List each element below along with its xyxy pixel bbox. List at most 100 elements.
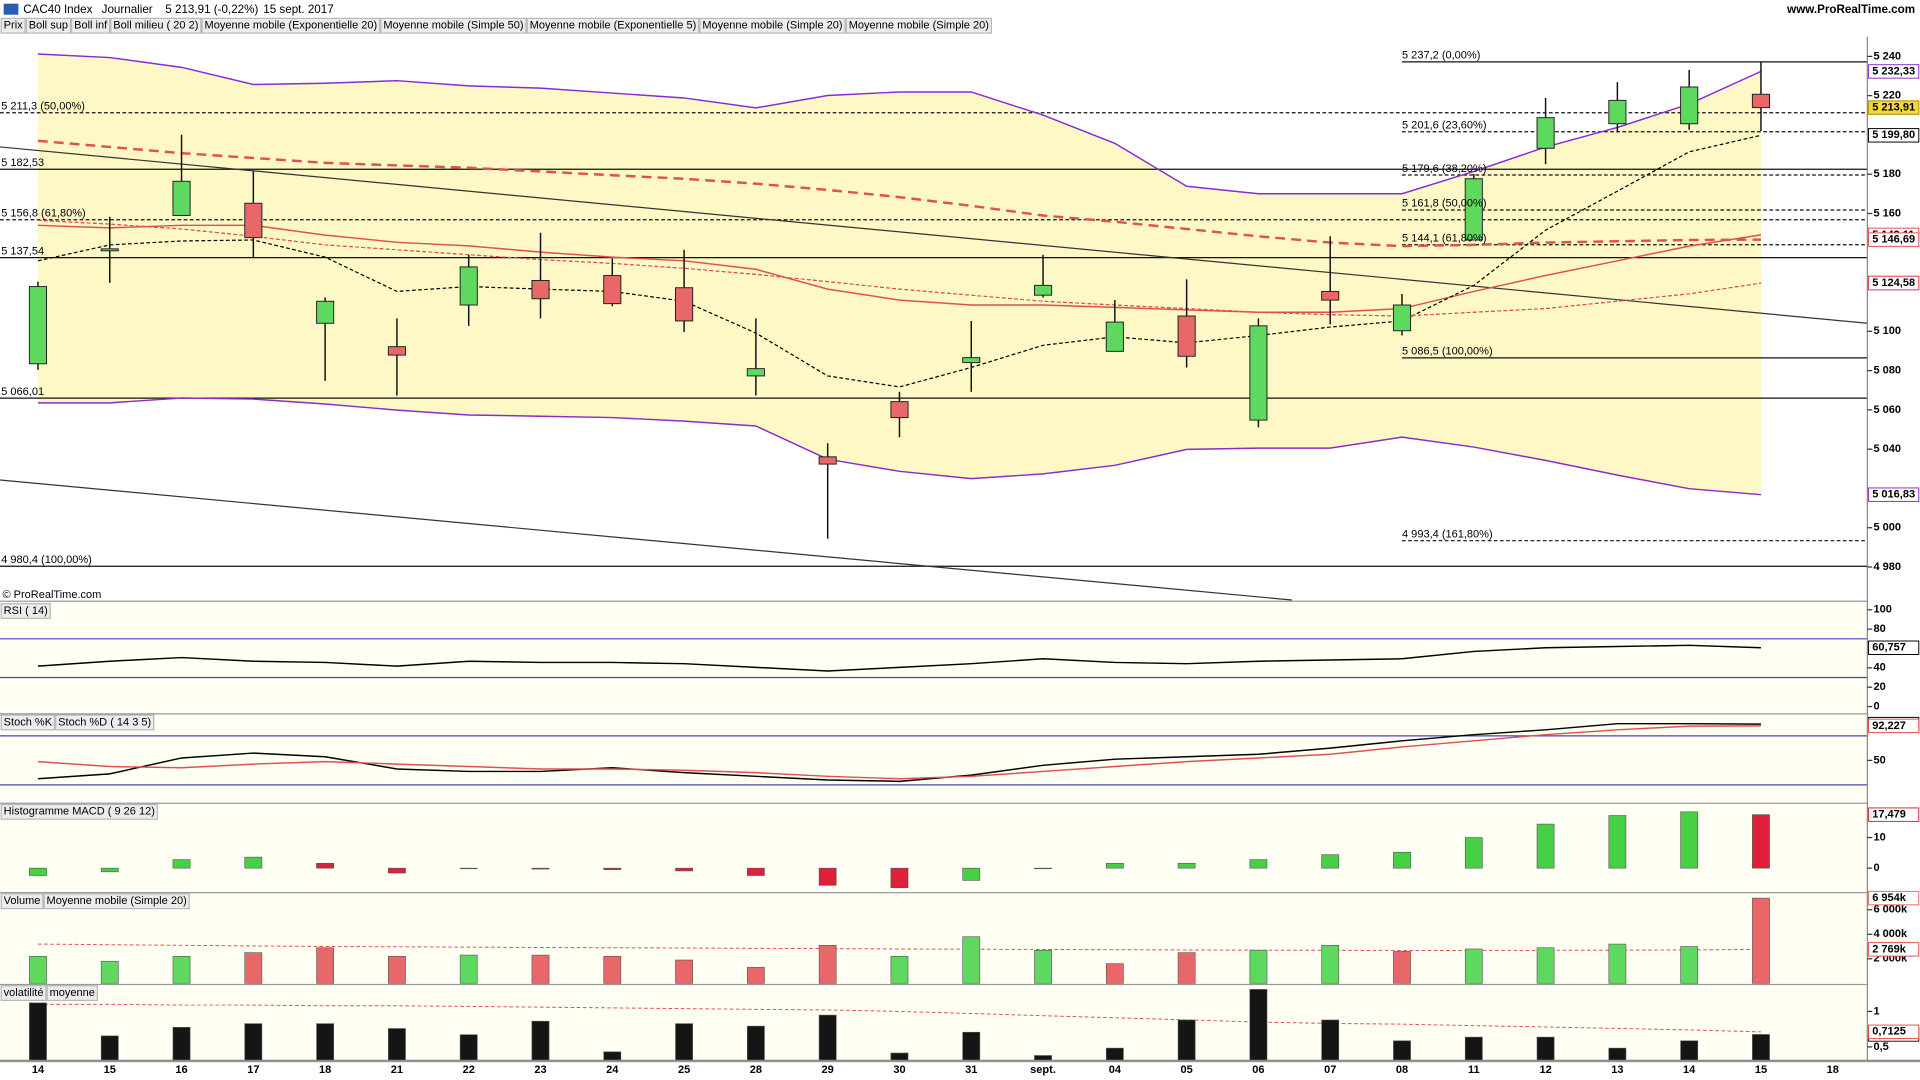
candle-body	[1033, 284, 1053, 296]
trend-line	[0, 146, 1868, 324]
candle-body	[1751, 93, 1771, 109]
bar	[100, 867, 119, 873]
last-value-label: 5 124,58	[1872, 277, 1915, 289]
legend-item: volatilité	[4, 987, 44, 999]
close-box	[1867, 100, 1920, 115]
bar	[172, 859, 191, 869]
y-tick-label: 5 040	[1873, 443, 1901, 455]
bar	[1034, 1055, 1052, 1061]
quote: 5 213,91 (-0,22%)	[165, 3, 258, 16]
series-line	[37, 53, 1762, 195]
last-value-box	[1868, 64, 1920, 79]
last-value-label: 5 146,69	[1872, 234, 1915, 246]
bar	[1608, 1047, 1627, 1061]
legend-box	[43, 893, 190, 910]
bar	[1034, 867, 1052, 870]
y-tick-label: 4 000k	[1873, 928, 1908, 940]
bar	[1680, 811, 1699, 869]
label-layer: 4 980 5 000 5 040 5 060 5 080 5 100 5 160 5 180…	[0, 17, 1920, 1076]
legend-box	[380, 17, 527, 34]
series-line	[37, 139, 1761, 248]
series-line	[37, 725, 1761, 780]
bar	[29, 956, 47, 984]
bar	[459, 1034, 478, 1061]
y-tick-label: 1	[1873, 1005, 1879, 1017]
bar	[1105, 1047, 1124, 1061]
legend-box	[46, 985, 98, 1002]
fibonacci-label: 5 161,8 (50,00%)	[1402, 198, 1487, 210]
legend-item: RSI ( 14)	[4, 605, 48, 617]
bar	[1464, 948, 1483, 984]
candle-body	[1680, 86, 1699, 125]
trend-lines	[0, 146, 1868, 601]
axis-layer	[0, 36, 1920, 1062]
x-tick-label: 15	[1755, 1064, 1767, 1076]
header: CAC40 Index Journalier 5 213,91 (-0,22%)…	[0, 0, 1920, 18]
bar	[1177, 862, 1196, 869]
fibonacci-label: 4 993,4 (161,80%)	[1402, 528, 1493, 540]
y-tick-label: 5 180	[1873, 168, 1901, 180]
bar	[388, 1028, 406, 1061]
y-tick-label: 5 100	[1873, 325, 1901, 337]
legend-item: Boll sup	[29, 20, 68, 32]
x-tick-label: 13	[1611, 1064, 1623, 1076]
close-label: 5 213,91	[1872, 102, 1915, 114]
legend-item: Moyenne mobile (Simple 20)	[702, 20, 842, 32]
x-tick-label: 18	[319, 1064, 331, 1076]
bar	[100, 960, 119, 984]
y-tick-label: 0	[1873, 862, 1879, 874]
legend-box	[0, 17, 26, 34]
x-tick-label: 11	[1468, 1064, 1480, 1076]
x-tick-label: 05	[1180, 1064, 1192, 1076]
fibonacci-label: 5 201,6 (23,60%)	[1402, 120, 1487, 132]
bar	[100, 1035, 119, 1061]
bar	[1177, 952, 1196, 984]
bar	[172, 956, 191, 984]
legend-box	[0, 985, 47, 1002]
bar	[746, 867, 765, 876]
legend-item: Moyenne mobile (Exponentielle 20)	[205, 20, 378, 32]
bar	[172, 1027, 191, 1061]
candle-body	[172, 180, 191, 216]
candle-body	[1249, 325, 1268, 421]
legend-item: moyenne	[50, 987, 95, 999]
last-value-box	[1868, 275, 1920, 291]
legend-box	[0, 803, 158, 820]
last-value-label: 6 954k	[1872, 892, 1907, 904]
y-tick-label: 5 000	[1873, 522, 1901, 534]
symbol: CAC40 Index	[23, 3, 92, 16]
bar	[890, 867, 909, 889]
watermark: © ProRealTime.com	[2, 589, 101, 601]
bar	[603, 867, 622, 870]
bar	[818, 1014, 837, 1061]
x-tick-label: 14	[1683, 1064, 1696, 1076]
y-tick-label: 0	[1873, 700, 1879, 712]
bar	[1608, 943, 1627, 984]
legend-item: Boll milieu ( 20 2)	[113, 20, 198, 32]
legend-box	[0, 603, 51, 619]
bar	[244, 856, 263, 869]
candle-body	[100, 248, 119, 252]
x-tick-label: 15	[104, 1064, 116, 1076]
legend-item: Volume	[4, 895, 41, 907]
y-tick-label: 5 060	[1873, 404, 1901, 416]
level-label: 5 137,54	[1, 245, 44, 257]
app-icon	[3, 3, 19, 15]
bar	[1752, 897, 1770, 984]
legend-box	[0, 893, 44, 910]
bar	[746, 1025, 765, 1061]
last-value-box	[1868, 807, 1920, 822]
bar	[675, 867, 693, 872]
y-tick-label: 10	[1873, 831, 1885, 843]
candle-body	[459, 266, 478, 306]
series-line	[37, 134, 1762, 388]
bar	[1249, 989, 1268, 1061]
candle-body	[1464, 178, 1483, 241]
y-tick-label: 5 240	[1873, 50, 1901, 62]
bar	[1680, 1040, 1699, 1061]
level-label: 5 156,8 (61,80%)	[1, 208, 86, 220]
legend-box	[699, 17, 846, 34]
last-value-box	[1868, 1024, 1920, 1040]
x-tick-label: 31	[965, 1064, 977, 1076]
